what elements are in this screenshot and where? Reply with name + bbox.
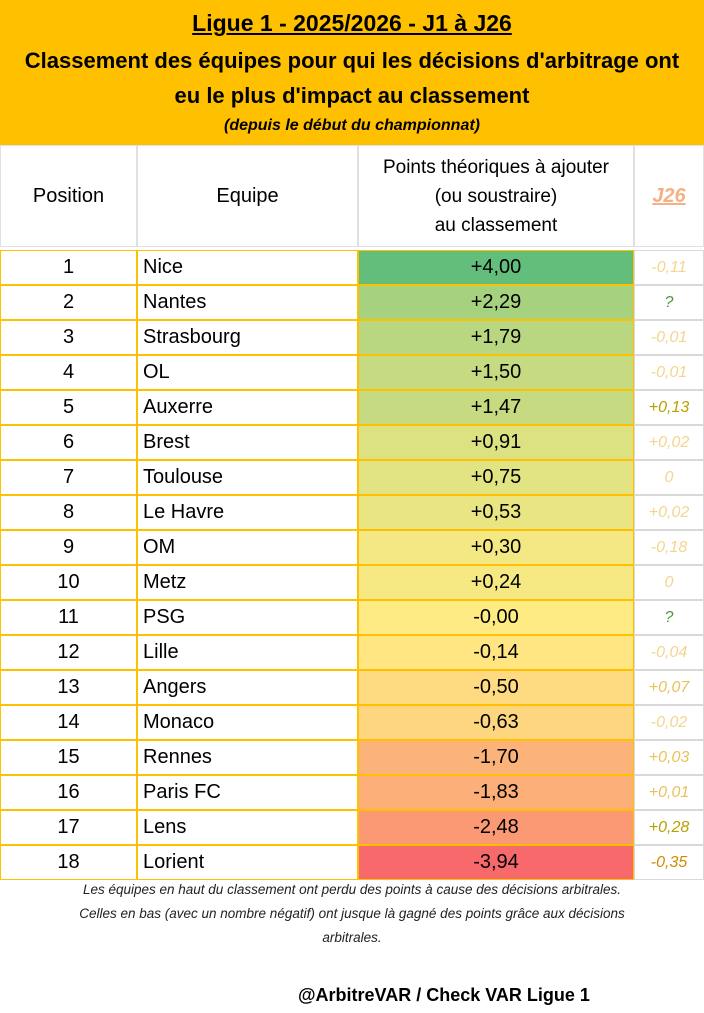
cell-round: -0,35 [634,845,704,880]
cell-round: -0,11 [634,250,704,285]
subtitle-line-2: eu le plus d'impact au classement [174,83,530,108]
cell-round: +0,03 [634,740,704,775]
cell-position: 16 [0,775,137,810]
cell-round: 0 [634,460,704,495]
cell-points: +4,00 [358,250,634,285]
cell-position: 17 [0,810,137,845]
cell-round: +0,13 [634,390,704,425]
cell-position: 5 [0,390,137,425]
footer-note-line-1: Les équipes en haut du classement ont pe… [82,882,622,897]
cell-position: 15 [0,740,137,775]
cell-round: -0,18 [634,530,704,565]
cell-points: +2,29 [358,285,634,320]
header-points-line-3: au classement [434,214,558,236]
cell-team: Le Havre [137,495,358,530]
cell-position: 13 [0,670,137,705]
cell-team: Rennes [137,740,358,775]
cell-team: Strasbourg [137,320,358,355]
credit-text: @ArbitreVAR / Check VAR Ligue 1 [298,985,590,1005]
cell-points: -3,94 [358,845,634,880]
cell-round: +0,02 [634,495,704,530]
table-header-row: Position Equipe Points théoriques à ajou… [0,145,704,247]
cell-round: +0,07 [634,670,704,705]
cell-points: -0,14 [358,635,634,670]
header-points-line-2: (ou soustraire) [434,185,558,207]
cell-team: OM [137,530,358,565]
cell-round: ? [634,600,704,635]
footer-note: Les équipes en haut du classement ont pe… [0,878,704,950]
cell-team: Angers [137,670,358,705]
subtitle-note: (depuis le début du championnat) [224,117,480,134]
cell-team: Nice [137,250,358,285]
footer-note-line-3: arbitrales. [322,930,382,945]
cell-position: 7 [0,460,137,495]
header-team: Equipe [137,145,358,247]
cell-team: Paris FC [137,775,358,810]
cell-round: -0,01 [634,355,704,390]
cell-position: 12 [0,635,137,670]
cell-round: 0 [634,565,704,600]
cell-points: +1,79 [358,320,634,355]
cell-team: Lorient [137,845,358,880]
cell-team: Nantes [137,285,358,320]
cell-points: +0,75 [358,460,634,495]
cell-position: 3 [0,320,137,355]
header-round: J26 [634,145,704,247]
cell-points: -0,00 [358,600,634,635]
cell-team: Metz [137,565,358,600]
cell-team: PSG [137,600,358,635]
cell-position: 8 [0,495,137,530]
cell-round: -0,04 [634,635,704,670]
cell-team: OL [137,355,358,390]
cell-team: Lille [137,635,358,670]
cell-points: -1,83 [358,775,634,810]
cell-points: +1,47 [358,390,634,425]
cell-team: Monaco [137,705,358,740]
cell-points: -1,70 [358,740,634,775]
cell-round: +0,01 [634,775,704,810]
cell-points: +1,50 [358,355,634,390]
cell-team: Toulouse [137,460,358,495]
cell-position: 10 [0,565,137,600]
cell-position: 11 [0,600,137,635]
footer-note-line-2: Celles en bas (avec un nombre négatif) o… [79,906,625,921]
cell-position: 14 [0,705,137,740]
cell-team: Auxerre [137,390,358,425]
cell-team: Lens [137,810,358,845]
cell-team: Brest [137,425,358,460]
header-points-line-1: Points théoriques à ajouter [382,156,610,178]
cell-round: +0,02 [634,425,704,460]
page-title: Ligue 1 - 2025/2026 - J1 à J26 [192,10,512,36]
cell-position: 2 [0,285,137,320]
header-points: Points théoriques à ajouter (ou soustrai… [358,145,634,247]
cell-position: 9 [0,530,137,565]
header-position: Position [0,145,137,247]
cell-points: -0,63 [358,705,634,740]
cell-round: -0,02 [634,705,704,740]
subtitle-line-1: Classement des équipes pour qui les déci… [24,48,680,73]
cell-points: +0,53 [358,495,634,530]
cell-points: +0,30 [358,530,634,565]
cell-points: -0,50 [358,670,634,705]
cell-position: 4 [0,355,137,390]
cell-round: -0,01 [634,320,704,355]
cell-position: 6 [0,425,137,460]
cell-position: 18 [0,845,137,880]
cell-points: +0,91 [358,425,634,460]
cell-points: -2,48 [358,810,634,845]
cell-round: +0,28 [634,810,704,845]
header-banner: Ligue 1 - 2025/2026 - J1 à J26 Classemen… [0,0,704,145]
cell-points: +0,24 [358,565,634,600]
cell-round: ? [634,285,704,320]
cell-position: 1 [0,250,137,285]
